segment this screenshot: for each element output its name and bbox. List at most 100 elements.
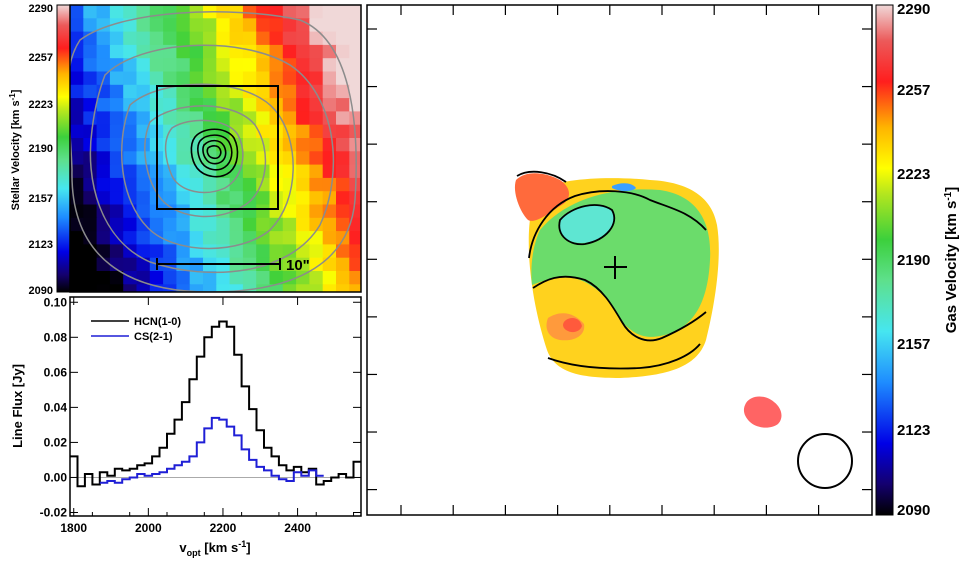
stellar-pixel bbox=[136, 244, 151, 259]
x-tick-label: 2200 bbox=[210, 521, 237, 535]
stellar-pixel bbox=[189, 177, 204, 192]
stellar-pixel bbox=[96, 164, 111, 179]
stellar-pixel bbox=[296, 138, 310, 152]
stellar-pixel bbox=[123, 84, 138, 99]
gas-region-red-plume bbox=[514, 173, 569, 221]
stellar-pixel bbox=[83, 204, 98, 219]
stellar-pixel bbox=[149, 71, 164, 86]
stellar-pixel bbox=[70, 71, 84, 86]
stellar-pixel bbox=[176, 18, 191, 33]
y-tick-label: 0.06 bbox=[44, 365, 68, 379]
stellar-pixel bbox=[242, 217, 257, 232]
stellar-black-contours bbox=[190, 128, 239, 178]
stellar-pixel bbox=[322, 164, 337, 179]
gas-colorbar-label: Gas Velocity [km s-1] bbox=[943, 187, 960, 333]
stellar-pixel bbox=[336, 204, 350, 219]
stellar-pixel bbox=[282, 138, 297, 152]
stellar-pixel bbox=[83, 271, 98, 285]
stellar-pixel bbox=[96, 138, 111, 152]
stellar-pixel bbox=[256, 18, 271, 33]
stellar-pixel bbox=[70, 5, 84, 19]
stellar-pixel bbox=[136, 257, 151, 272]
stellar-pixel bbox=[149, 18, 164, 33]
stellar-pixel bbox=[203, 177, 217, 192]
stellar-tick: 2123 bbox=[29, 239, 53, 251]
stellar-pixel bbox=[242, 124, 257, 139]
stellar-pixel bbox=[70, 58, 84, 73]
gas-region-blue-spot bbox=[612, 183, 636, 191]
stellar-pixel bbox=[70, 18, 84, 33]
stellar-pixel bbox=[336, 284, 350, 292]
stellar-pixel bbox=[163, 177, 177, 192]
stellar-pixel bbox=[296, 271, 310, 285]
stellar-pixel bbox=[296, 284, 310, 292]
stellar-pixel bbox=[189, 244, 204, 259]
stellar-pixel bbox=[269, 204, 284, 219]
gas-contours bbox=[516, 170, 707, 370]
y-tick-label: 0.00 bbox=[44, 470, 68, 484]
gas-contour bbox=[547, 343, 701, 370]
gas-tick: 2123 bbox=[897, 422, 930, 439]
stellar-pixel bbox=[296, 231, 310, 245]
gray-contour bbox=[70, 11, 357, 292]
stellar-pixel bbox=[123, 5, 138, 19]
stellar-pixel bbox=[229, 231, 244, 245]
stellar-pixel bbox=[149, 284, 164, 292]
stellar-pixel bbox=[189, 124, 204, 139]
gray-contour bbox=[164, 119, 244, 194]
stellar-pixel bbox=[189, 31, 204, 46]
stellar-pixel bbox=[123, 257, 138, 272]
stellar-pixel bbox=[176, 124, 191, 139]
stellar-pixel bbox=[296, 164, 310, 179]
stellar-pixel bbox=[136, 18, 151, 33]
stellar-pixel bbox=[256, 58, 271, 73]
stellar-pixel bbox=[296, 71, 310, 86]
stellar-pixel bbox=[322, 71, 337, 86]
stellar-pixel bbox=[282, 177, 297, 192]
stellar-pixel bbox=[123, 271, 138, 285]
stellar-pixel bbox=[70, 111, 84, 126]
y-tick-label: 0.04 bbox=[44, 400, 68, 414]
stellar-pixel bbox=[242, 44, 257, 59]
stellar-pixel bbox=[123, 284, 138, 292]
stellar-pixel bbox=[70, 31, 84, 46]
stellar-pixel bbox=[282, 244, 297, 259]
gas-tick: 2223 bbox=[897, 166, 930, 183]
stellar-pixel bbox=[189, 98, 204, 112]
stellar-pixel bbox=[189, 217, 204, 232]
stellar-tick: 2190 bbox=[29, 143, 53, 155]
stellar-pixel bbox=[282, 84, 297, 99]
stellar-pixel bbox=[176, 151, 191, 166]
stellar-pixel bbox=[216, 284, 231, 292]
stellar-pixel bbox=[203, 138, 217, 152]
stellar-pixel bbox=[83, 284, 98, 292]
stellar-pixel bbox=[256, 124, 271, 139]
stellar-pixel bbox=[136, 98, 151, 112]
stellar-pixel bbox=[123, 138, 138, 152]
stellar-pixel bbox=[136, 71, 151, 86]
stellar-pixel bbox=[70, 151, 84, 166]
stellar-pixel bbox=[176, 244, 191, 259]
gas-tick: 2257 bbox=[897, 82, 930, 99]
gas-map-frame bbox=[366, 4, 873, 516]
stellar-pixel bbox=[242, 231, 257, 245]
stellar-pixel bbox=[123, 44, 138, 59]
gas-tick: 2090 bbox=[897, 502, 930, 519]
stellar-pixel bbox=[309, 44, 324, 59]
stellar-pixel bbox=[136, 31, 151, 46]
stellar-pixel bbox=[70, 177, 84, 192]
stellar-pixel bbox=[229, 31, 244, 46]
stellar-pixel bbox=[256, 84, 271, 99]
stellar-pixel bbox=[269, 138, 284, 152]
stellar-pixel bbox=[163, 191, 177, 206]
stellar-pixel bbox=[176, 284, 191, 292]
stellar-pixel bbox=[216, 271, 231, 285]
stellar-pixel bbox=[136, 111, 151, 126]
stellar-pixel bbox=[203, 84, 217, 99]
stellar-pixel bbox=[203, 271, 217, 285]
stellar-pixel bbox=[349, 111, 361, 126]
stellar-pixel bbox=[83, 244, 98, 259]
stellar-pixel bbox=[109, 71, 124, 86]
stellar-pixel bbox=[109, 164, 124, 179]
stellar-pixel bbox=[189, 84, 204, 99]
